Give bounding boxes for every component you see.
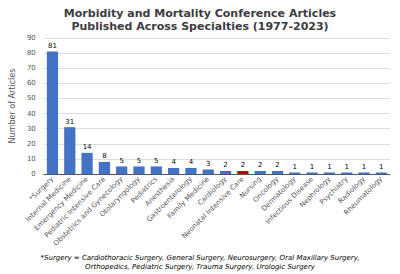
- svg-text:1: 1: [379, 163, 383, 171]
- svg-text:4: 4: [171, 158, 176, 166]
- svg-text:*Surgery = Cardiothoracic Surg: *Surgery = Cardiothoracic Surgery, Gener…: [41, 254, 360, 262]
- svg-text:5: 5: [137, 157, 141, 165]
- svg-text:Radiology: Radiology: [336, 175, 367, 206]
- svg-text:Orthopedics, Pediatric Surgery: Orthopedics, Pediatric Surgery, Trauma S…: [85, 263, 316, 271]
- svg-text:Cardiology: Cardiology: [196, 175, 229, 208]
- svg-text:5: 5: [119, 157, 123, 165]
- svg-text:Otolaryngology: Otolaryngology: [98, 175, 142, 219]
- svg-text:Morbidity and Mortality Confer: Morbidity and Mortality Conference Artic…: [64, 7, 337, 20]
- svg-text:1: 1: [327, 163, 331, 171]
- svg-text:Nephrology: Nephrology: [298, 175, 333, 210]
- svg-text:40: 40: [27, 110, 36, 118]
- svg-text:Pediatrics: Pediatrics: [129, 175, 160, 205]
- svg-text:31: 31: [65, 118, 74, 126]
- svg-text:Published Across Specialties (: Published Across Specialties (1977-2023): [71, 20, 328, 33]
- svg-text:1: 1: [362, 163, 366, 171]
- svg-text:14: 14: [83, 143, 92, 151]
- svg-text:Pediatric Intensive Care: Pediatric Intensive Care: [43, 175, 108, 240]
- svg-text:81: 81: [48, 42, 57, 50]
- svg-text:8: 8: [102, 152, 106, 160]
- svg-text:2: 2: [258, 161, 262, 169]
- svg-text:Emergency Medicine: Emergency Medicine: [32, 175, 90, 233]
- svg-text:90: 90: [27, 34, 36, 42]
- svg-text:2: 2: [275, 161, 279, 169]
- svg-text:Family Medicine: Family Medicine: [165, 175, 212, 221]
- svg-text:60: 60: [27, 79, 36, 87]
- svg-text:Rheumatology: Rheumatology: [343, 175, 385, 217]
- svg-text:0: 0: [31, 170, 35, 178]
- svg-text:4: 4: [189, 158, 194, 166]
- svg-text:5: 5: [154, 157, 158, 165]
- svg-text:Dermatology: Dermatology: [259, 175, 298, 213]
- svg-text:Nursing: Nursing: [238, 175, 263, 200]
- svg-text:10: 10: [27, 155, 36, 163]
- svg-text:Psychiatry: Psychiatry: [318, 175, 350, 207]
- svg-text:Anesthesia: Anesthesia: [143, 175, 177, 208]
- svg-text:30: 30: [27, 125, 36, 133]
- svg-text:2: 2: [241, 161, 245, 169]
- svg-text:Obstetrics and Gynecology: Obstetrics and Gynecology: [52, 175, 124, 247]
- svg-text:Gastroenterology: Gastroenterology: [145, 175, 194, 224]
- svg-text:Internal Medicine: Internal Medicine: [24, 175, 73, 224]
- svg-text:70: 70: [27, 64, 36, 72]
- svg-text:80: 80: [27, 49, 36, 57]
- svg-text:1: 1: [293, 163, 297, 171]
- svg-text:50: 50: [27, 94, 36, 102]
- svg-text:3: 3: [206, 160, 210, 168]
- svg-text:Oncology: Oncology: [251, 175, 281, 204]
- svg-text:Infectious Disease: Infectious Disease: [264, 175, 315, 226]
- svg-text:1: 1: [344, 163, 348, 171]
- svg-text:Number of Articles: Number of Articles: [8, 69, 17, 144]
- svg-text:1: 1: [310, 163, 314, 171]
- svg-text:2: 2: [223, 161, 227, 169]
- svg-text:20: 20: [27, 140, 36, 148]
- svg-text:Neonatal Intensive Care: Neonatal Intensive Care: [181, 175, 246, 240]
- svg-text:*Surgery: *Surgery: [27, 175, 56, 203]
